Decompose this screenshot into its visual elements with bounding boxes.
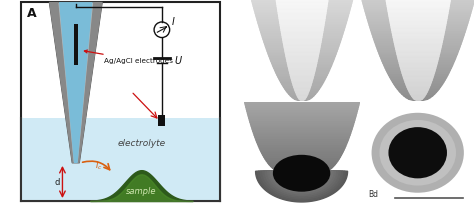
Text: I: I [172,17,175,27]
Polygon shape [59,3,92,163]
Polygon shape [294,171,309,176]
Text: Bd: Bd [368,189,378,198]
Bar [74,24,78,65]
Bar [21,118,220,201]
Ellipse shape [388,128,447,178]
Polygon shape [275,171,328,189]
Polygon shape [255,171,347,202]
Polygon shape [258,171,345,200]
Polygon shape [285,171,319,183]
Polygon shape [282,171,321,184]
Polygon shape [292,171,311,178]
Bar [158,115,165,126]
Polygon shape [277,171,326,187]
Polygon shape [297,171,306,175]
Text: electrolyte: electrolyte [117,138,165,147]
Polygon shape [260,171,343,199]
Polygon shape [299,171,304,173]
Polygon shape [49,3,102,163]
Polygon shape [280,171,323,186]
Polygon shape [268,171,336,194]
Polygon shape [78,3,102,163]
Polygon shape [265,171,338,195]
Text: Ag/AgCl electrodes: Ag/AgCl electrodes [84,51,173,64]
Text: d: d [55,178,60,186]
Polygon shape [263,171,340,197]
Text: sample: sample [126,186,156,195]
Polygon shape [273,171,331,191]
Text: A: A [27,7,36,20]
Polygon shape [49,3,74,163]
Polygon shape [290,171,314,179]
Text: Bc: Bc [251,189,260,198]
Text: Bb: Bb [368,86,378,95]
Polygon shape [287,171,316,181]
Text: U: U [174,56,181,66]
Ellipse shape [273,155,330,192]
Text: Ba: Ba [251,86,261,95]
Polygon shape [270,171,333,192]
Ellipse shape [379,120,456,186]
Ellipse shape [372,113,464,193]
Text: $I_c$: $I_c$ [94,159,102,171]
